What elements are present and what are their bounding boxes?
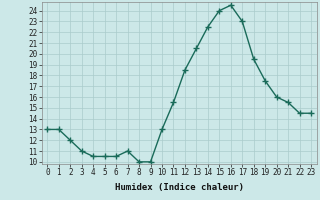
X-axis label: Humidex (Indice chaleur): Humidex (Indice chaleur) <box>115 183 244 192</box>
